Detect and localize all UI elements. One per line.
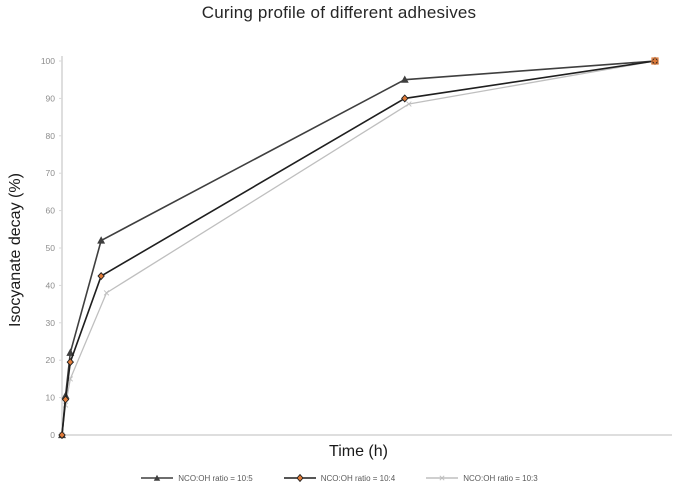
legend-item-ratio-10-3: NCO:OH ratio = 10:3 bbox=[425, 473, 538, 483]
series-line-10-3 bbox=[61, 60, 656, 436]
y-tick-label: 60 bbox=[46, 206, 56, 216]
legend-item-ratio-10-4: NCO:OH ratio = 10:4 bbox=[283, 473, 395, 483]
y-tick-label: 100 bbox=[41, 56, 55, 66]
series-line-10-4 bbox=[61, 60, 656, 436]
legend-marker-diamond-icon bbox=[283, 473, 316, 483]
series-marker-10-3 bbox=[103, 290, 110, 296]
series-marker-10-3 bbox=[406, 101, 412, 107]
legend-item-ratio-10-5: NCO:OH ratio = 10:5 bbox=[140, 473, 253, 483]
series-marker-10-4 bbox=[58, 430, 66, 440]
series-marker-10-4 bbox=[61, 395, 70, 404]
final-point-marker bbox=[651, 57, 659, 65]
series-marker-10-4 bbox=[66, 358, 75, 367]
plot-area: 0 10 20 30 40 50 60 70 80 90 100 bbox=[41, 56, 672, 440]
legend-marker-x-icon bbox=[426, 475, 459, 481]
y-tick-label: 90 bbox=[46, 93, 56, 103]
legend-marker-triangle-icon bbox=[141, 474, 174, 481]
series-marker-10-5 bbox=[97, 236, 106, 244]
chart-title: Curing profile of different adhesives bbox=[201, 3, 477, 22]
series-marker-10-5 bbox=[400, 75, 409, 83]
y-tick-label: 50 bbox=[46, 243, 56, 253]
y-tick-label: 80 bbox=[46, 131, 56, 141]
y-tick-label: 30 bbox=[46, 318, 56, 328]
y-tick-label: 10 bbox=[46, 393, 56, 403]
series-marker-10-4 bbox=[401, 94, 409, 103]
legend-label: NCO:OH ratio = 10:4 bbox=[320, 473, 396, 483]
x-axis-title: Time (h) bbox=[329, 443, 388, 460]
series-marker-10-4 bbox=[97, 271, 105, 281]
legend: NCO:OH ratio = 10:5 NCO:OH ratio = 10:4 … bbox=[0, 473, 678, 483]
y-tick-label: 40 bbox=[46, 280, 56, 290]
series-marker-10-5 bbox=[66, 348, 75, 356]
y-tick-label: 70 bbox=[46, 168, 56, 178]
y-axis-title: Isocyanate decay (%) bbox=[7, 173, 24, 327]
series-line-10-5 bbox=[61, 60, 656, 436]
legend-label: NCO:OH ratio = 10:3 bbox=[463, 473, 538, 483]
y-tick-label: 0 bbox=[50, 430, 55, 440]
y-tick-label: 20 bbox=[46, 355, 56, 365]
legend-label: NCO:OH ratio = 10:5 bbox=[178, 473, 253, 483]
